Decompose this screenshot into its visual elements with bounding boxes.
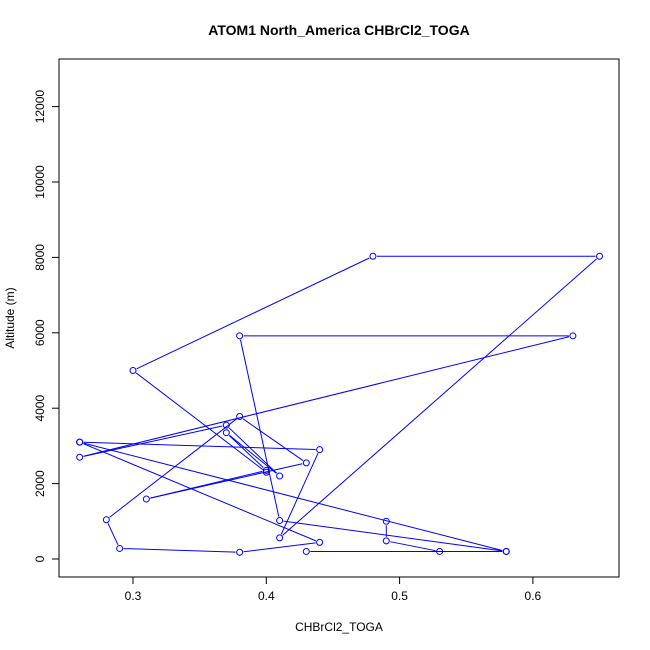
y-tick-label: 0 (33, 555, 47, 562)
x-tick-label: 0.5 (391, 589, 408, 603)
series-line-segment (109, 418, 237, 518)
x-tick-label: 0.6 (525, 589, 542, 603)
data-point (76, 438, 84, 446)
y-axis-label: Altitude (m) (3, 287, 17, 348)
series-line-segment (243, 542, 316, 553)
data-point (382, 537, 390, 545)
y-tick-label: 10000 (33, 165, 47, 199)
y-tick-label: 4000 (33, 395, 47, 422)
series-line-segment (242, 418, 304, 461)
series-line-segment (283, 520, 503, 552)
series-line-segment (136, 257, 370, 370)
data-point (276, 534, 284, 542)
data-point (276, 517, 284, 525)
y-tick-label: 8000 (33, 244, 47, 271)
data-point (596, 252, 604, 260)
series-line-segment (280, 453, 319, 535)
x-axis: 0.3 0.4 0.5 0.6 (125, 576, 542, 603)
series-layer (76, 252, 604, 556)
series-line-segment (83, 442, 503, 551)
data-point (276, 472, 284, 480)
data-point (142, 495, 150, 503)
data-point (129, 367, 137, 374)
data-point (222, 429, 230, 437)
chart-title: ATOM1 North_America CHBrCl2_TOGA (208, 22, 469, 38)
x-axis-label: CHBrCl2_TOGA (295, 620, 383, 634)
data-point (236, 412, 244, 420)
series-line-segment (228, 435, 264, 469)
series-line-segment (83, 443, 317, 542)
data-point (316, 538, 324, 546)
data-point (316, 446, 324, 454)
series-line-segment (123, 548, 236, 553)
data-point (262, 466, 270, 474)
data-point (102, 516, 110, 524)
x-tick-label: 0.4 (258, 589, 275, 603)
y-tick-label: 6000 (33, 319, 47, 346)
series-line-segment (83, 425, 223, 457)
y-axis: 0 2000 4000 6000 8000 10000 12000 (33, 90, 60, 562)
data-point (569, 332, 577, 340)
series-line-segment (107, 523, 119, 546)
data-point (302, 459, 310, 467)
series-line-segment (239, 339, 280, 517)
y-tick-label: 2000 (33, 470, 47, 497)
y-tick-label: 12000 (33, 90, 47, 124)
data-point (382, 517, 390, 525)
data-point (236, 332, 244, 340)
series-line-segment (229, 434, 277, 474)
data-point (222, 421, 230, 429)
series-line-segment (150, 470, 263, 499)
series-line-segment (390, 541, 436, 552)
data-point (76, 453, 84, 461)
data-point (436, 547, 444, 555)
data-point (262, 468, 270, 476)
series-line-segment (83, 441, 316, 451)
data-point (116, 544, 124, 552)
data-point (369, 252, 377, 260)
data-point (236, 548, 244, 556)
data-point (502, 547, 510, 555)
series-line-segment (135, 372, 264, 471)
data-point (302, 547, 310, 555)
series-line-segment (83, 336, 570, 457)
x-tick-label: 0.3 (125, 589, 142, 603)
series-line-segment (282, 258, 597, 536)
series-line-segment (228, 427, 278, 474)
